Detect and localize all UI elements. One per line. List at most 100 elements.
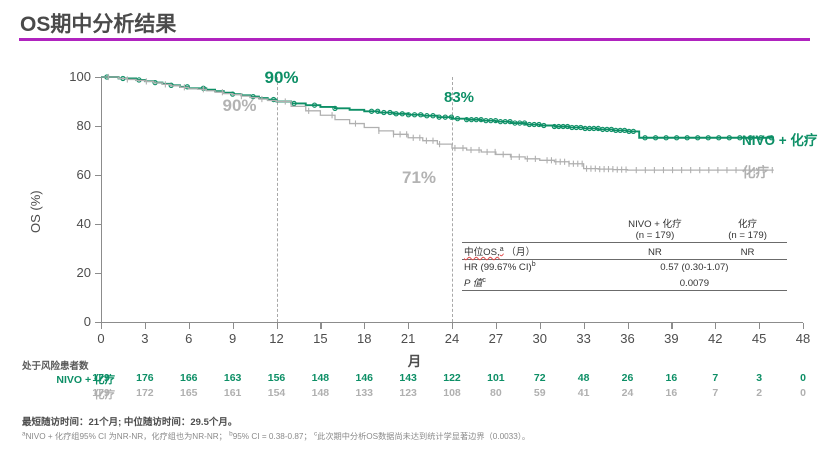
footnote-text: NIVO + 化疗组95% CI 为NR-NR，化疗组也为NR-NR； <box>25 432 230 441</box>
at-risk-value: 108 <box>443 387 461 399</box>
censor-mark <box>291 100 297 107</box>
x-axis-title: 月 <box>407 354 422 369</box>
footnote-text: 95% CI = 0.38-0.87； <box>232 432 314 441</box>
at-risk-value: 2 <box>756 387 763 399</box>
censor-mark <box>478 116 484 123</box>
censor-mark <box>507 118 513 125</box>
x-tick-24: 24 <box>444 331 460 346</box>
x-tickmark-21 <box>408 323 410 329</box>
x-tick-39: 39 <box>664 331 679 346</box>
censor-mark <box>541 122 547 129</box>
x-tickmark-39 <box>671 323 673 329</box>
censor-mark <box>368 108 375 114</box>
km-plot: OS (%) 0 20 40 60 80 100 0 3 6 9 12 15 18 21 24 27 30 33… <box>0 58 829 370</box>
y-tickmark-60 <box>95 175 101 177</box>
x-tickmark-3 <box>144 323 147 329</box>
at-risk-value: 16 <box>665 372 678 384</box>
survival-curves <box>101 73 775 174</box>
footnote-followup: 最短随访时间：21个月; 中位随访时间：29.5个月。 <box>22 417 238 428</box>
x-tick-3: 3 <box>141 331 149 346</box>
reference-line-24mo <box>452 77 453 322</box>
y-axis-tick-labels: 0 20 40 60 80 100 <box>57 58 91 358</box>
series-nivo-chemo <box>101 74 775 141</box>
censor-mark <box>488 117 494 124</box>
censor-mark <box>399 111 405 117</box>
censor-mark <box>418 112 424 118</box>
at-risk-row: 化疗 179 172 165 161 154 148 133 123 108 80 59 41 24 16 7… <box>0 387 829 401</box>
annotation-nivo-24mo: 83% <box>444 88 475 106</box>
censor-mark <box>387 109 393 116</box>
x-tick-33: 33 <box>576 331 591 346</box>
censor-mark <box>442 114 448 120</box>
y-tickmark-80 <box>95 126 101 128</box>
censor-mark <box>463 116 470 123</box>
censor-mark <box>250 93 256 100</box>
x-tick-18: 18 <box>357 331 372 346</box>
at-risk-value: 80 <box>490 387 502 399</box>
censor-mark <box>448 114 455 120</box>
censor-mark <box>517 120 523 126</box>
footnote-marker: b <box>229 430 233 438</box>
censor-mark <box>695 135 701 141</box>
y-tickmark-100 <box>95 77 101 79</box>
at-risk-value: 48 <box>577 372 590 384</box>
y-tick-60: 60 <box>76 167 91 182</box>
at-risk-value: 0 <box>800 372 806 384</box>
at-risk-title: 处于风险患者数 <box>22 361 89 372</box>
title-underline-rule <box>19 38 810 41</box>
stats-label-pvalue: P 值c <box>462 274 602 292</box>
at-risk-value: 179 <box>92 387 110 399</box>
censor-mark <box>747 135 753 141</box>
at-risk-value: 7 <box>712 372 719 384</box>
at-risk-value: 146 <box>355 372 374 384</box>
at-risk-value: 143 <box>399 372 417 384</box>
at-risk-value: 41 <box>577 387 590 399</box>
footnote-text: 此次期中分析OS数据尚未达到统计学显著边界（0.0033）。 <box>317 432 531 441</box>
stats-row-pvalue: P 值c 0.0079 <box>462 274 787 292</box>
at-risk-value: 0 <box>800 387 806 399</box>
y-tick-40: 40 <box>76 216 91 231</box>
at-risk-value: 123 <box>399 387 417 399</box>
x-tickmark-42 <box>715 323 717 329</box>
y-tick-80: 80 <box>76 118 91 133</box>
curve-line <box>101 76 774 171</box>
annotation-chemo-24mo: 71% <box>402 168 437 188</box>
censor-mark <box>424 113 430 119</box>
at-risk-value: 165 <box>179 387 198 399</box>
stats-header-row: NIVO + 化疗 (n = 179) 化疗 (n = 179) <box>462 218 787 243</box>
reference-line-12mo <box>276 77 278 322</box>
at-risk-row-label: 化疗 <box>94 389 115 401</box>
curve-label-nivo-chemo: NIVO + 化疗 <box>742 132 818 148</box>
x-tickmark-45 <box>759 323 761 329</box>
x-axis-line <box>101 322 803 324</box>
series-chemo <box>101 73 774 174</box>
footnote-marker: c <box>313 430 318 438</box>
censor-mark <box>454 116 461 122</box>
x-tickmark-27 <box>495 323 498 329</box>
censor-mark <box>473 116 479 123</box>
censor-mark <box>468 116 475 123</box>
x-tickmark-15 <box>320 323 322 329</box>
stats-col2-header: 化疗 (n = 179) <box>728 219 767 242</box>
censor-mark <box>521 120 528 126</box>
y-axis-line <box>101 77 103 322</box>
at-risk-value: 26 <box>621 372 634 384</box>
at-risk-value: 172 <box>136 387 154 399</box>
censor-mark <box>536 121 542 128</box>
x-tickmark-0 <box>101 323 103 329</box>
stats-hr-value: 0.57 (0.30-1.07) <box>601 259 787 275</box>
censor-mark <box>405 112 412 118</box>
censor-mark <box>311 102 318 108</box>
at-risk-value: 161 <box>223 387 242 399</box>
censor-mark <box>512 120 518 126</box>
censor-mark <box>436 114 442 120</box>
x-tick-30: 30 <box>532 331 547 346</box>
censor-mark <box>430 113 436 119</box>
y-tickmark-20 <box>95 273 101 275</box>
x-tick-0: 0 <box>97 331 105 346</box>
y-tick-0: 0 <box>83 314 91 329</box>
stats-row-median-os: 中位OS,a （月） NR NR <box>462 242 787 260</box>
x-tick-45: 45 <box>751 331 767 346</box>
stats-col1-header: NIVO + 化疗 (n = 179) <box>628 219 682 242</box>
